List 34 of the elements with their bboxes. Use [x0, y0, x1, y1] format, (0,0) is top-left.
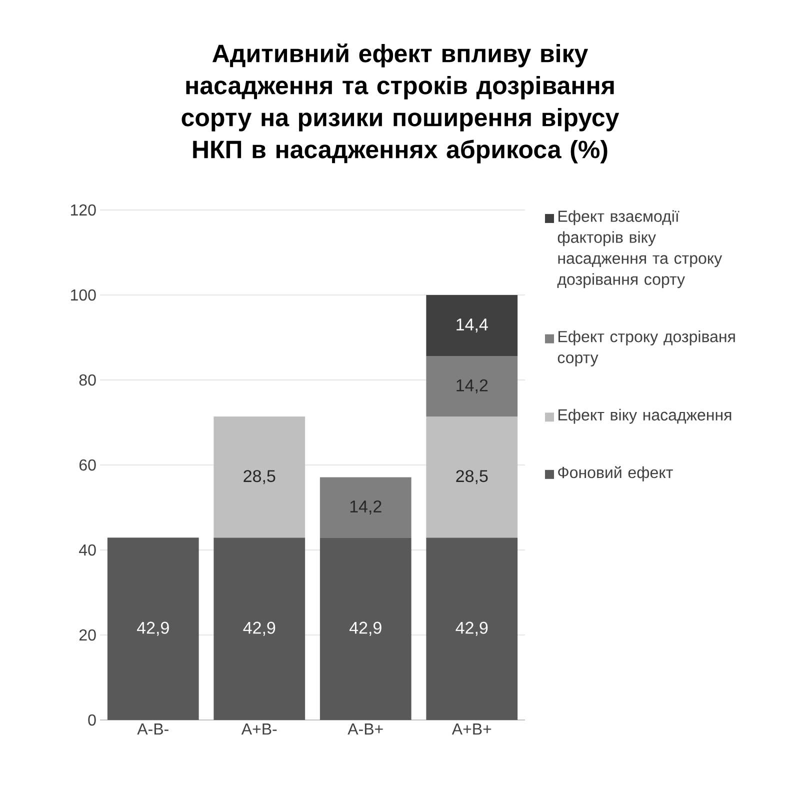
x-tick-label: A-B+	[348, 724, 383, 735]
legend-label: Ефект взаємодії факторів віку насадження та строку дозрівання сорту	[557, 210, 722, 288]
data-label: 14,2	[350, 500, 382, 515]
bar	[320, 538, 412, 720]
data-label: 42,9	[136, 622, 169, 636]
data-label: 14,4	[456, 318, 488, 333]
x-tick-label: A+B-	[241, 724, 277, 735]
y-tick-label: 100	[71, 289, 96, 301]
legend-label: Фоновий ефект	[558, 466, 673, 482]
y-tick-label: 40	[79, 544, 96, 556]
x-tick-label: A+B+	[452, 724, 492, 735]
legend-label: Ефект строку дозріваня сорту	[558, 330, 735, 366]
x-tick-label: A-B-	[137, 724, 168, 735]
y-tick-label: 60	[79, 459, 96, 471]
bar	[320, 477, 412, 538]
chart-title: Адитивний ефект впливу віку насадження та строків дозрівання сорту на ризики поширення вірусу НКП в насадженнях абрикоса (%)	[182, 44, 620, 164]
bar	[426, 356, 518, 417]
y-tick-label: 20	[79, 629, 96, 641]
y-tick-label: 120	[71, 204, 96, 216]
bar	[214, 538, 306, 720]
data-label: 42,9	[456, 622, 488, 636]
data-label: 42,9	[243, 622, 276, 636]
y-tick-label: 80	[79, 374, 96, 386]
data-label: 42,9	[349, 622, 382, 636]
data-label: 28,5	[244, 470, 276, 484]
bar	[426, 416, 518, 538]
y-tick-label: 0	[88, 714, 96, 726]
data-label: 28,5	[456, 470, 488, 484]
bar	[107, 538, 199, 720]
bar	[426, 538, 518, 720]
bar	[426, 294, 518, 356]
data-label: 14,2	[456, 379, 488, 394]
bar	[214, 416, 306, 538]
legend-label: Ефект віку насадження	[558, 408, 732, 424]
